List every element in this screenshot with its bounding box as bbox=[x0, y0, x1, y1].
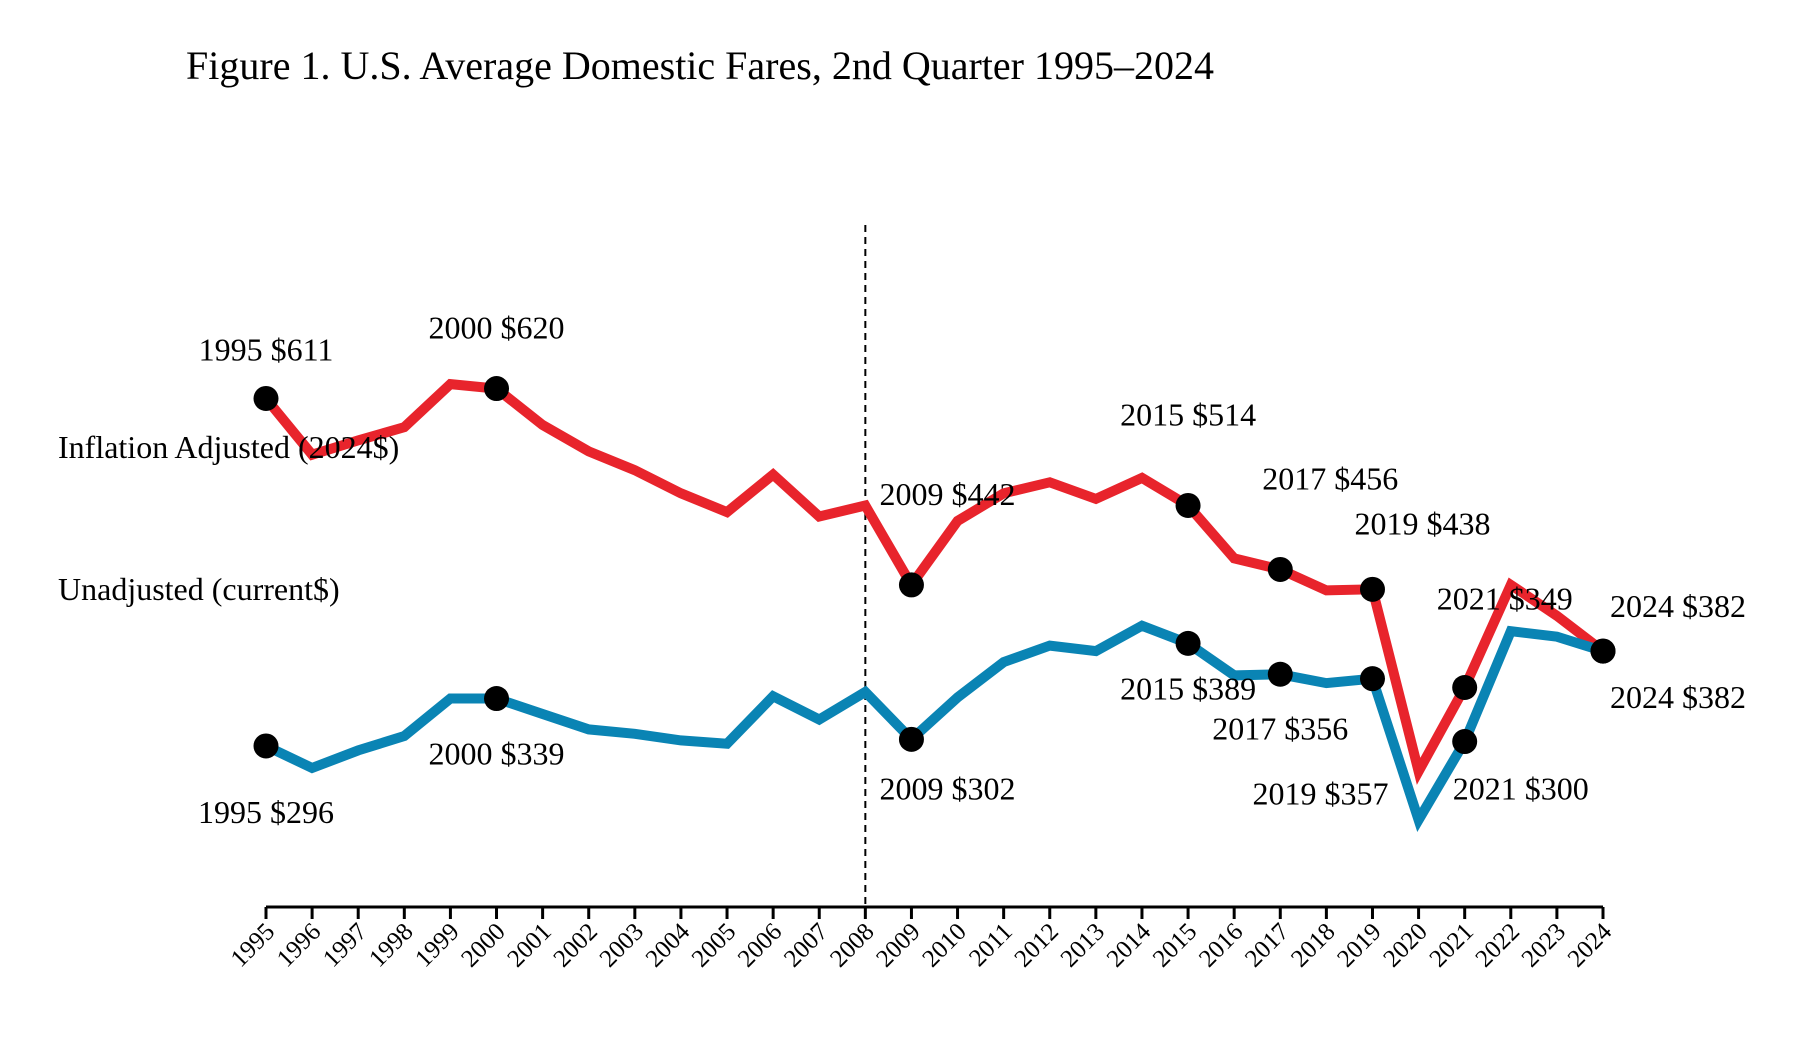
data-markers bbox=[253, 376, 1616, 759]
inflation-label-2015: 2015 $514 bbox=[1120, 396, 1256, 432]
inflation-marker-2017 bbox=[1267, 556, 1293, 582]
unadjusted-marker-2009 bbox=[898, 726, 924, 752]
unadjusted-label-2009: 2009 $302 bbox=[879, 770, 1015, 806]
inflation-marker-2015 bbox=[1175, 492, 1201, 518]
inflation-marker-2000 bbox=[484, 376, 510, 402]
inflation-label-2017: 2017 $456 bbox=[1262, 460, 1398, 496]
unadjusted-label-2019: 2019 $357 bbox=[1252, 776, 1388, 812]
x-axis: 1995199619971998199920002001200220032004… bbox=[226, 905, 1618, 973]
x-tick-label: 2004 bbox=[641, 918, 696, 973]
x-tick-label: 2011 bbox=[964, 918, 1018, 972]
x-tick-label: 1998 bbox=[364, 918, 418, 972]
unadjusted-marker-2015 bbox=[1175, 630, 1201, 656]
x-tick-label: 2016 bbox=[1194, 918, 1248, 972]
chart-title: Figure 1. U.S. Average Domestic Fares, 2… bbox=[186, 43, 1214, 88]
x-tick-label: 2017 bbox=[1240, 918, 1294, 972]
x-tick-label: 2018 bbox=[1286, 918, 1340, 972]
inflation-label-2024: 2024 $382 bbox=[1610, 588, 1746, 624]
x-tick-label: 2005 bbox=[687, 918, 741, 972]
inflation-marker-2021 bbox=[1452, 674, 1478, 700]
inflation-label-2021: 2021 $349 bbox=[1437, 580, 1573, 616]
x-tick-label: 2003 bbox=[595, 918, 649, 972]
unadjusted-marker-2021 bbox=[1452, 729, 1478, 755]
x-tick-label: 2009 bbox=[871, 918, 925, 972]
unadjusted-label-2017: 2017 $356 bbox=[1212, 710, 1348, 746]
inflation-marker-2009 bbox=[898, 572, 924, 598]
x-tick-label: 2020 bbox=[1378, 918, 1432, 972]
inflation-label-2000: 2000 $620 bbox=[429, 310, 565, 346]
x-tick-label: 2019 bbox=[1332, 918, 1386, 972]
x-tick-label: 2023 bbox=[1517, 918, 1571, 972]
unadjusted-marker-1995 bbox=[253, 733, 279, 759]
x-tick-label: 2002 bbox=[549, 918, 603, 972]
legend-item-unadjusted: Unadjusted (current$) bbox=[58, 571, 340, 607]
unadjusted-label-1995: 1995 $296 bbox=[198, 794, 334, 830]
x-tick-label: 2021 bbox=[1424, 918, 1478, 972]
x-tick-label: 2014 bbox=[1102, 918, 1157, 973]
legend: Inflation Adjusted (2024$) Unadjusted (cu… bbox=[58, 429, 399, 607]
unadjusted-label-2000: 2000 $339 bbox=[429, 736, 565, 772]
x-tick-label: 2022 bbox=[1471, 918, 1525, 972]
x-tick-label: 1996 bbox=[272, 918, 326, 972]
x-tick-label: 2008 bbox=[825, 918, 879, 972]
unadjusted-label-2021: 2021 $300 bbox=[1453, 771, 1589, 807]
x-tick-label: 2006 bbox=[733, 918, 787, 972]
x-tick-label: 2015 bbox=[1148, 918, 1202, 972]
x-tick-label: 2007 bbox=[779, 918, 833, 972]
unadjusted-label-2024: 2024 $382 bbox=[1610, 679, 1746, 715]
unadjusted-marker-2017 bbox=[1267, 661, 1293, 687]
legend-item-inflation-adjusted: Inflation Adjusted (2024$) bbox=[58, 429, 399, 465]
x-tick-label: 2012 bbox=[1010, 918, 1064, 972]
x-tick-label: 2001 bbox=[502, 918, 556, 972]
inflation-marker-1995 bbox=[253, 385, 279, 411]
x-tick-label: 1999 bbox=[410, 918, 464, 972]
inflation-label-1995: 1995 $611 bbox=[199, 331, 334, 367]
x-tick-label: 2013 bbox=[1056, 918, 1110, 972]
unadjusted-marker-2024 bbox=[1590, 638, 1616, 664]
x-tick-label: 1997 bbox=[318, 918, 372, 972]
x-tick-label: 2024 bbox=[1563, 918, 1618, 973]
inflation-label-2019: 2019 $438 bbox=[1354, 505, 1490, 541]
inflation-marker-2019 bbox=[1359, 576, 1385, 602]
unadjusted-marker-2019 bbox=[1359, 666, 1385, 692]
x-tick-label: 2010 bbox=[917, 918, 971, 972]
inflation-label-2009: 2009 $442 bbox=[879, 476, 1015, 512]
unadjusted-label-2015: 2015 $389 bbox=[1120, 670, 1256, 706]
x-tick-label: 2000 bbox=[456, 918, 510, 972]
x-tick-label: 1995 bbox=[226, 918, 280, 972]
unadjusted-marker-2000 bbox=[484, 686, 510, 712]
